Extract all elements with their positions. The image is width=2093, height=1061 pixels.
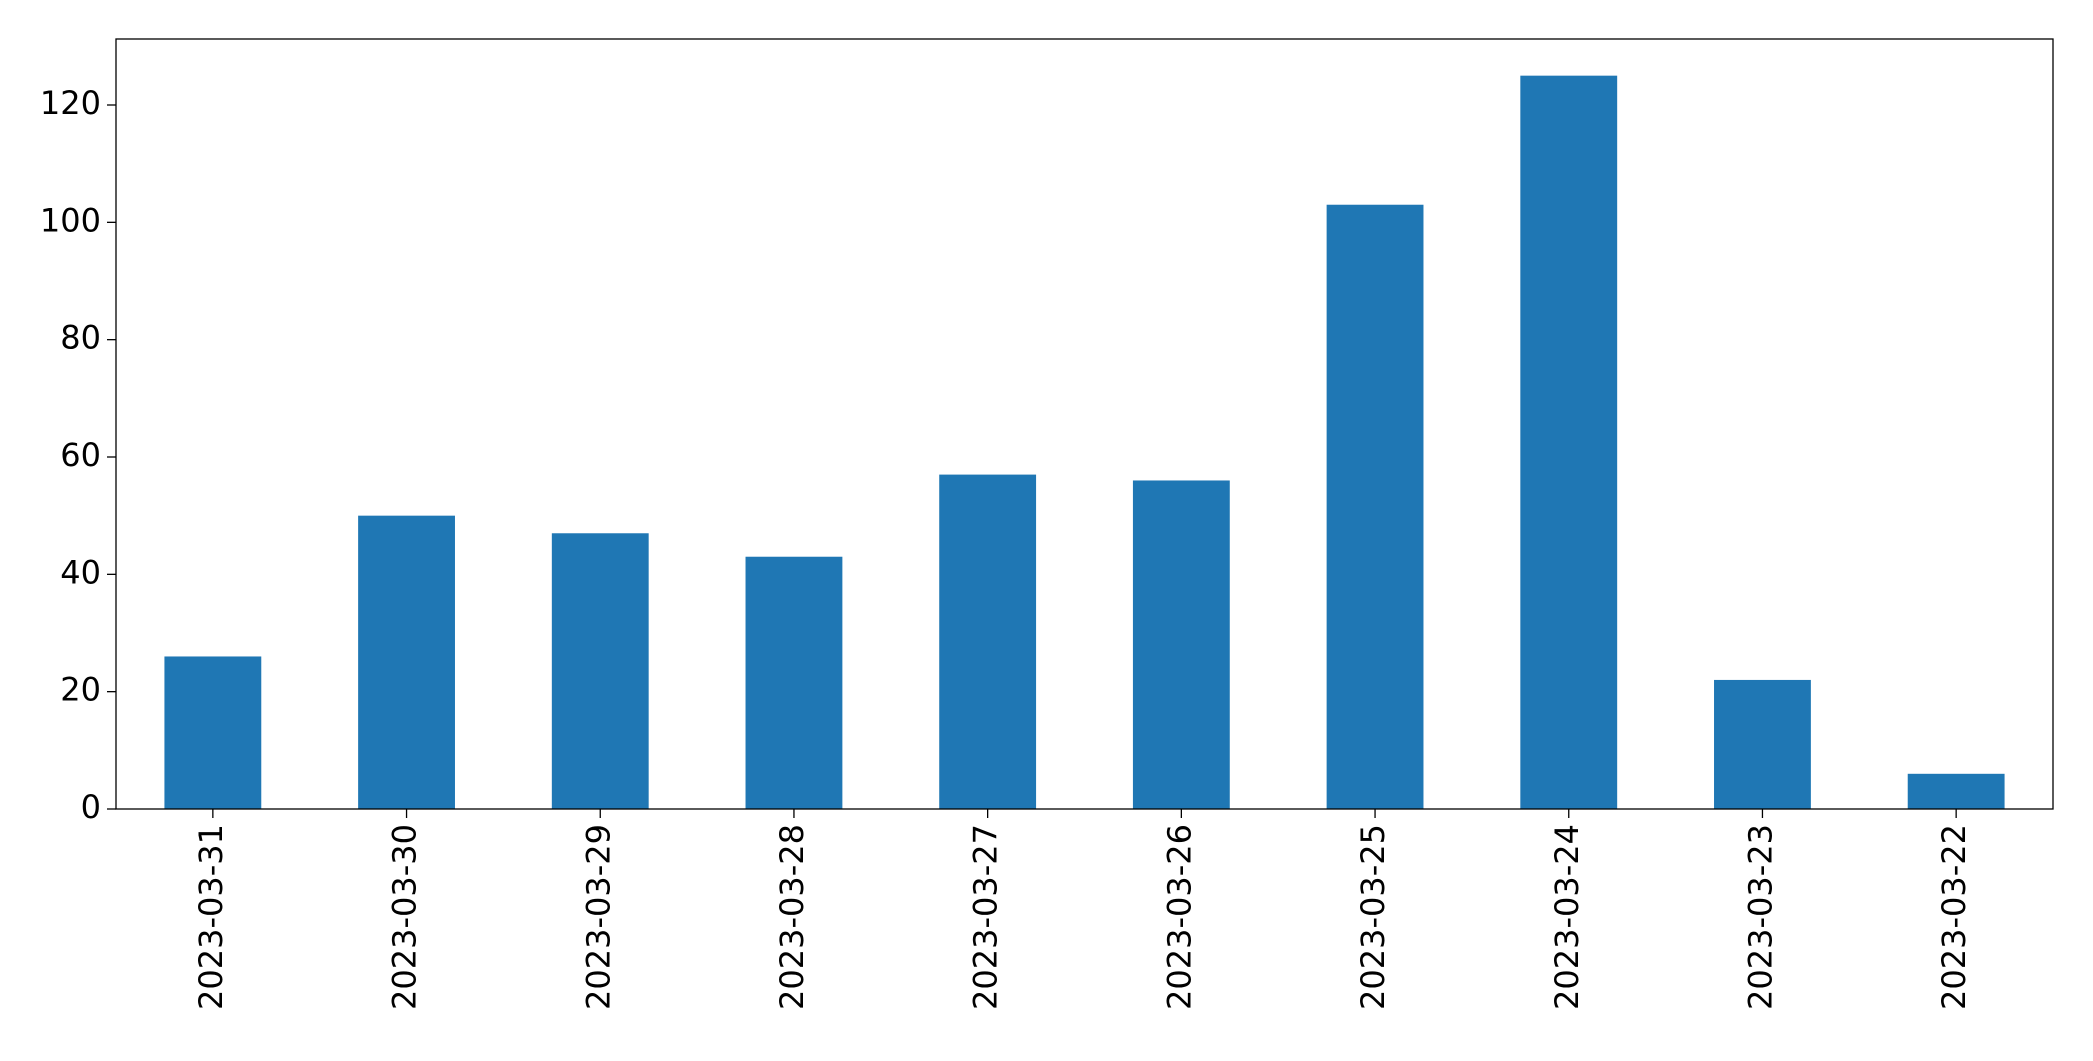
bar (1714, 679, 1811, 809)
y-tick-label: 120 (40, 84, 101, 122)
bar (551, 533, 649, 809)
x-tick-label: 2023-03-31 (192, 824, 230, 1010)
plot-frame (115, 38, 2054, 810)
y-tick-label: 40 (60, 553, 101, 591)
x-tick-label: 2023-03-25 (1354, 824, 1392, 1010)
bar (1132, 480, 1230, 809)
x-tick-label: 2023-03-26 (1160, 824, 1198, 1010)
bar (745, 556, 843, 809)
bar (164, 656, 262, 809)
x-tick-label: 2023-03-30 (386, 824, 424, 1010)
x-tick-label: 2023-03-22 (1935, 824, 1973, 1010)
bar (358, 515, 455, 809)
y-tick-label: 100 (40, 201, 101, 239)
y-tick-label: 60 (60, 436, 101, 474)
bar (1907, 773, 2005, 809)
x-tick-label: 2023-03-28 (773, 824, 811, 1010)
y-tick-label: 0 (81, 788, 101, 826)
bar (1326, 204, 1424, 809)
x-tick-label: 2023-03-29 (579, 824, 617, 1010)
bar (939, 474, 1037, 809)
y-tick-label: 20 (60, 671, 101, 709)
bar (1520, 75, 1618, 809)
x-tick-label: 2023-03-24 (1548, 824, 1586, 1010)
x-tick-label: 2023-03-23 (1741, 824, 1779, 1010)
x-tick-label: 2023-03-27 (967, 824, 1005, 1010)
y-tick-label: 80 (60, 319, 101, 357)
